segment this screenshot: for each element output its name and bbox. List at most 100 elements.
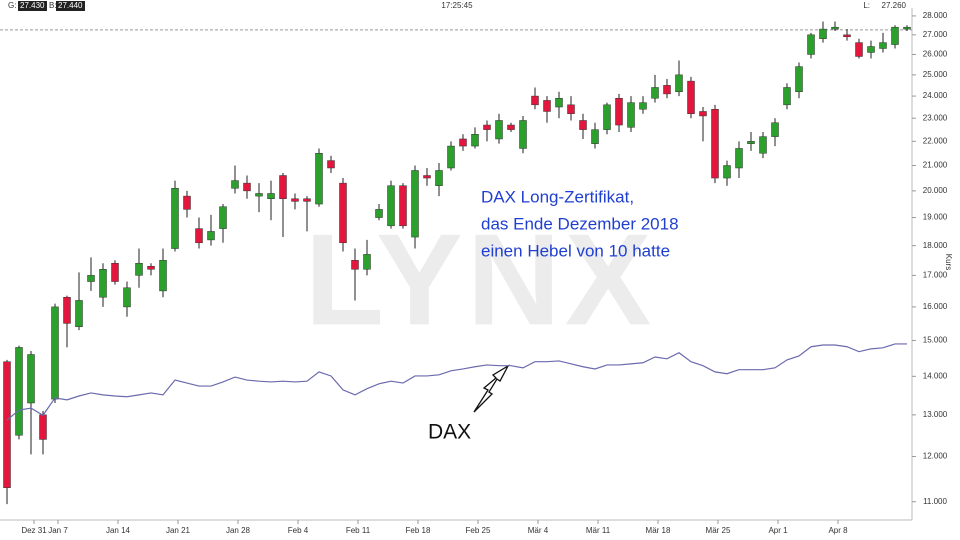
candle-body [147, 266, 155, 270]
annotation: DAX Long-Zertifikat, [481, 187, 634, 206]
candle-body [879, 42, 887, 49]
header-box [18, 1, 47, 11]
candle-body [711, 108, 719, 179]
x-tick-label: Mär 4 [528, 526, 549, 535]
candle-body [507, 124, 515, 130]
y-tick-label: 17.000 [923, 270, 948, 279]
candle-body [723, 165, 731, 179]
candle-body [903, 26, 911, 30]
candle-body [795, 66, 803, 93]
y-tick-label: 24.000 [923, 91, 948, 100]
candle-body [207, 231, 215, 241]
candle-body [459, 138, 467, 147]
candle-body [771, 122, 779, 137]
candle-body [663, 85, 671, 95]
candle-body [15, 347, 23, 436]
candle-body [303, 198, 311, 202]
candle-body [639, 102, 647, 110]
candle-body [591, 129, 599, 144]
header-label: G: [8, 1, 16, 10]
candle-body [375, 209, 383, 218]
y-tick-label: 14.000 [923, 371, 948, 380]
candle-body [243, 182, 251, 192]
annotation: das Ende Dezember 2018 [481, 214, 679, 233]
candle-body [759, 136, 767, 154]
x-tick-label: Apr 1 [768, 526, 788, 535]
candle-body [75, 300, 83, 328]
candle-body [555, 97, 563, 108]
candle-body [519, 120, 527, 149]
candle-body [135, 263, 143, 276]
candle-body [735, 148, 743, 169]
candle-body [819, 28, 827, 39]
candle-body [279, 175, 287, 199]
x-tick-label: Jan 28 [226, 526, 251, 535]
header-label: L: [863, 1, 870, 10]
candle-body [855, 42, 863, 57]
candle-body [387, 185, 395, 227]
header-time: 17:25:45 [441, 1, 473, 10]
candle-body [87, 275, 95, 282]
x-tick-label: Apr 8 [828, 526, 848, 535]
candle-body [51, 306, 59, 400]
x-tick-label: Jan 14 [106, 526, 131, 535]
candle-body [123, 287, 131, 308]
annotation: einen Hebel von 10 hatte [481, 241, 670, 260]
candle-body [171, 188, 179, 249]
candle-body [495, 120, 503, 140]
x-tick-label: Mär 11 [586, 526, 611, 535]
candle-body [699, 111, 707, 117]
header-value: 27.430 [20, 1, 45, 10]
candle-body [447, 145, 455, 169]
candle-body [651, 87, 659, 99]
candle-body [27, 354, 35, 404]
x-tick-label: Jan 7 [48, 526, 68, 535]
candle-body [867, 46, 875, 53]
candle-body [255, 193, 263, 197]
candle-body [567, 104, 575, 114]
dax-line [6, 343, 907, 421]
x-tick-label: Feb 11 [346, 526, 371, 535]
candle-body [315, 153, 323, 205]
y-tick-label: 12.000 [923, 452, 948, 461]
candle-body [195, 228, 203, 244]
header-value: 27.260 [882, 1, 907, 10]
candle-body [363, 254, 371, 270]
candle-body [435, 170, 443, 186]
header-label: B: [49, 1, 57, 10]
y-tick-label: 20.000 [923, 186, 948, 195]
candle-body [3, 361, 11, 488]
y-tick-label: 22.000 [923, 136, 948, 145]
header-value: 27.440 [58, 1, 83, 10]
x-tick-label: Feb 25 [466, 526, 491, 535]
candle-body [39, 414, 47, 440]
arrow [473, 364, 510, 413]
annotation: DAX [428, 421, 471, 444]
candle-body [543, 100, 551, 112]
x-tick-label: Feb 4 [288, 526, 309, 535]
candle-body [423, 175, 431, 179]
candle-body [783, 87, 791, 106]
candle-body [747, 141, 755, 144]
candle-body [627, 102, 635, 128]
y-tick-label: 27.000 [923, 30, 948, 39]
candle-body [351, 260, 359, 270]
y-tick-label: 28.000 [923, 11, 948, 20]
y-tick-label: 13.000 [923, 410, 948, 419]
candle-body [579, 120, 587, 130]
candle-body [831, 26, 839, 30]
candle-body [687, 80, 695, 114]
candle-body [603, 104, 611, 130]
y-tick-label: 18.000 [923, 241, 948, 250]
y-tick-label: 23.000 [923, 113, 948, 122]
candle-body [159, 260, 167, 292]
candle-body [339, 182, 347, 244]
y-tick-label: 26.000 [923, 50, 948, 59]
candle-body [267, 193, 275, 199]
y-tick-label: 25.000 [923, 70, 948, 79]
candle-body [531, 95, 539, 106]
candle-body [219, 206, 227, 229]
x-tick-label: Mär 25 [706, 526, 731, 535]
